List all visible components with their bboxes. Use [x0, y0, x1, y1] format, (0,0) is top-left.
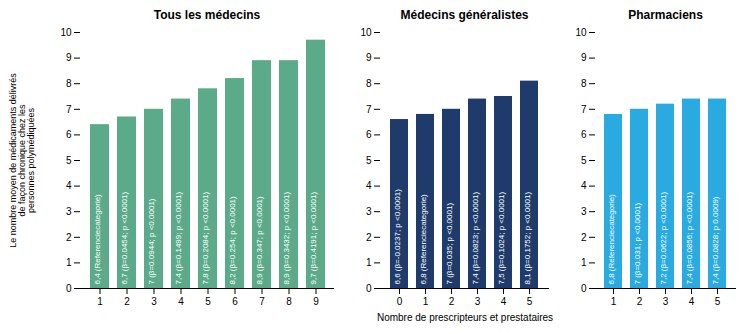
svg-text:6,8 (Referenciecategorie): 6,8 (Referenciecategorie)	[607, 194, 616, 285]
svg-text:5: 5	[715, 296, 721, 307]
svg-text:4: 4	[581, 180, 587, 191]
svg-text:8: 8	[366, 78, 372, 89]
svg-text:1: 1	[366, 257, 372, 268]
svg-text:7 (β=0.035; p <0.0001): 7 (β=0.035; p <0.0001)	[445, 203, 454, 285]
svg-text:7: 7	[259, 296, 265, 307]
svg-text:3: 3	[475, 296, 481, 307]
svg-text:8,9 (β=0.3432; p <0.0001): 8,9 (β=0.3432; p <0.0001)	[282, 191, 291, 284]
svg-text:7,2 (β=0.0622; p <0.0001): 7,2 (β=0.0622; p <0.0001)	[659, 191, 668, 284]
svg-text:7,4 (β=0.0823; p <0.0001): 7,4 (β=0.0823; p <0.0001)	[471, 191, 480, 284]
svg-text:9: 9	[313, 296, 319, 307]
svg-text:7,4 (β=0.1499; p <0.0001): 7,4 (β=0.1499; p <0.0001)	[174, 191, 183, 284]
svg-text:0: 0	[397, 296, 403, 307]
svg-text:3: 3	[366, 206, 372, 217]
svg-text:4: 4	[66, 180, 72, 191]
svg-text:0: 0	[66, 283, 72, 294]
svg-text:5: 5	[66, 155, 72, 166]
svg-text:6,8 (Referenciecategorie): 6,8 (Referenciecategorie)	[419, 194, 428, 285]
svg-text:6,7 (β=0.0454; p <0.0001): 6,7 (β=0.0454; p <0.0001)	[120, 191, 129, 284]
svg-text:5: 5	[581, 155, 587, 166]
svg-text:3: 3	[581, 206, 587, 217]
svg-text:1: 1	[66, 257, 72, 268]
svg-text:0: 0	[366, 283, 372, 294]
svg-text:2: 2	[449, 296, 455, 307]
svg-text:7: 7	[581, 104, 587, 115]
svg-text:6,6 (β=-0.0237; p <0.0001): 6,6 (β=-0.0237; p <0.0001)	[393, 189, 402, 285]
svg-text:2: 2	[124, 296, 130, 307]
svg-text:5: 5	[527, 296, 533, 307]
svg-text:9: 9	[66, 52, 72, 63]
svg-text:6: 6	[66, 129, 72, 140]
svg-text:2: 2	[637, 296, 643, 307]
svg-text:6: 6	[232, 296, 238, 307]
svg-text:3: 3	[151, 296, 157, 307]
svg-text:5: 5	[366, 155, 372, 166]
svg-text:8: 8	[581, 78, 587, 89]
html-text:Médecins généralistes: Médecins généralistes	[400, 8, 529, 22]
svg-text:Nombre de prescripteurs et pre: Nombre de prescripteurs et prestataires	[377, 312, 553, 323]
svg-text:9: 9	[581, 52, 587, 63]
svg-text:6,4 (Referenciecategorie): 6,4 (Referenciecategorie)	[93, 194, 102, 285]
html-text:Tous les médecins: Tous les médecins	[153, 8, 261, 22]
svg-text:1: 1	[423, 296, 429, 307]
svg-text:1: 1	[611, 296, 617, 307]
svg-text:4: 4	[366, 180, 372, 191]
svg-text:0: 0	[581, 283, 587, 294]
svg-text:1: 1	[97, 296, 103, 307]
html-text:Pharmaciens: Pharmaciens	[628, 8, 703, 22]
svg-text:7,8 (β=0.2084; p <0.0001): 7,8 (β=0.2084; p <0.0001)	[201, 191, 210, 284]
svg-text:2: 2	[366, 232, 372, 243]
svg-text:7: 7	[66, 104, 72, 115]
svg-text:8: 8	[66, 78, 72, 89]
svg-text:7,4 (β=0.0828; p 0.0009): 7,4 (β=0.0828; p 0.0009)	[711, 196, 720, 284]
svg-text:7,4 (β=0.0856; p <0.0001): 7,4 (β=0.0856; p <0.0001)	[685, 191, 694, 284]
svg-text:1: 1	[581, 257, 587, 268]
svg-text:Le nombre moyen de médicaments: Le nombre moyen de médicaments délivrésd…	[8, 73, 36, 248]
svg-text:3: 3	[66, 206, 72, 217]
svg-text:4: 4	[689, 296, 695, 307]
svg-text:10: 10	[360, 27, 372, 38]
svg-text:4: 4	[178, 296, 184, 307]
svg-text:7 (β=0.031; p <0.0001): 7 (β=0.031; p <0.0001)	[633, 203, 642, 285]
svg-text:9,7 (β=0.4191; p <0.0001): 9,7 (β=0.4191; p <0.0001)	[309, 191, 318, 284]
svg-text:9: 9	[366, 52, 372, 63]
svg-text:4: 4	[501, 296, 507, 307]
svg-text:8,2 (β=0.254; p <0.0001): 8,2 (β=0.254; p <0.0001)	[228, 196, 237, 285]
svg-text:8,9 (β=0.347; p <0.0001): 8,9 (β=0.347; p <0.0001)	[255, 196, 264, 285]
svg-text:2: 2	[581, 232, 587, 243]
svg-text:6: 6	[366, 129, 372, 140]
svg-text:3: 3	[663, 296, 669, 307]
svg-text:5: 5	[205, 296, 211, 307]
svg-text:2: 2	[66, 232, 72, 243]
svg-text:7 (β=0.0944; p <0.0001): 7 (β=0.0944; p <0.0001)	[147, 198, 156, 284]
svg-text:7: 7	[366, 104, 372, 115]
svg-text:6: 6	[581, 129, 587, 140]
svg-text:8,1 (β=0.1752; p <0.0001): 8,1 (β=0.1752; p <0.0001)	[523, 191, 532, 284]
svg-text:10: 10	[60, 27, 72, 38]
svg-text:10: 10	[575, 27, 587, 38]
svg-text:7,5 (β=0.1024; p <0.0001): 7,5 (β=0.1024; p <0.0001)	[497, 191, 506, 284]
svg-text:8: 8	[286, 296, 292, 307]
